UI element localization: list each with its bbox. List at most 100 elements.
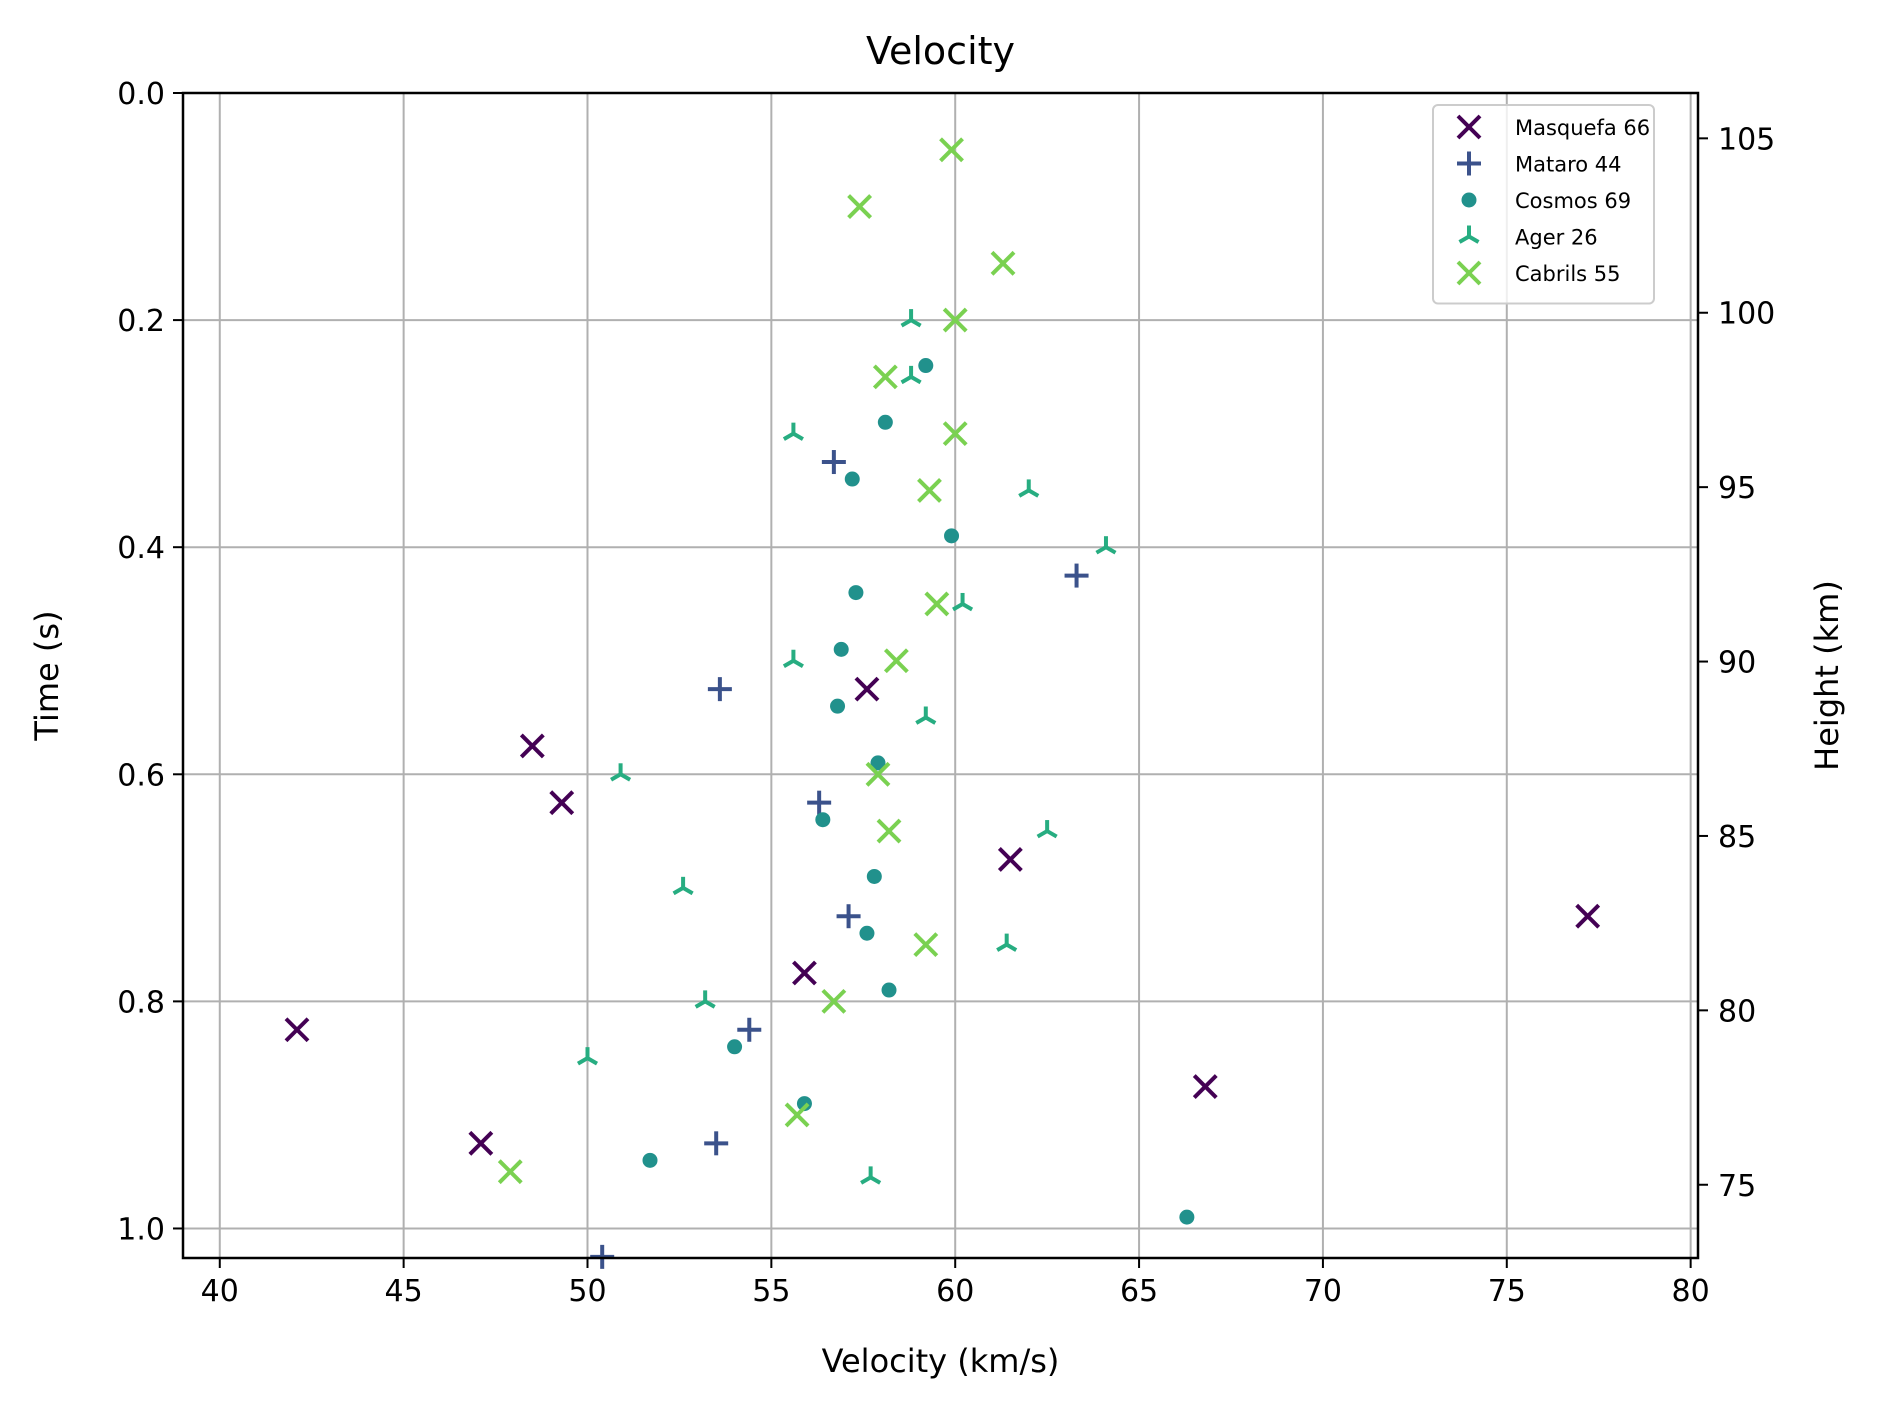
point-mataro-44 [737, 1017, 762, 1042]
point-mataro-44 [836, 904, 861, 929]
y2-tick-label: 105 [1718, 122, 1775, 157]
y-tick-label: 0.8 [117, 985, 165, 1020]
point-cabrils-55 [942, 307, 968, 333]
point-ager-26 [782, 422, 804, 441]
x-tick-label: 70 [1304, 1274, 1342, 1309]
y2-tick-label: 95 [1718, 471, 1756, 506]
point-masquefa-66 [997, 847, 1023, 872]
point-masquefa-66 [549, 790, 575, 816]
point-cabrils-55 [942, 421, 968, 447]
y2-tick-label: 100 [1718, 297, 1775, 332]
point-cosmos-69 [642, 1152, 658, 1168]
point-ager-26 [694, 990, 716, 1009]
x-tick-label: 60 [936, 1274, 974, 1309]
point-cosmos-69 [870, 755, 886, 771]
y-tick-label: 0.0 [117, 77, 165, 112]
point-cabrils-55 [865, 761, 891, 787]
point-cabrils-55 [876, 818, 902, 844]
plot-frame [181, 91, 1700, 1260]
point-ager-26 [900, 309, 922, 328]
point-masquefa-66 [1575, 903, 1601, 929]
point-cabrils-55 [917, 478, 942, 503]
point-cosmos-69 [815, 812, 831, 828]
legend: Masquefa 66 Mataro 44 Cosmos 69 Ager 26 Cabr… [1432, 104, 1655, 305]
chart-title: Velocity [866, 29, 1015, 73]
y-tick-label: 0.2 [117, 304, 165, 339]
legend-label: Cosmos 69 [1515, 189, 1631, 213]
point-mataro-44 [704, 1131, 729, 1156]
point-ager-26 [782, 649, 804, 668]
point-masquefa-66 [284, 1017, 310, 1043]
legend-marker-cosmos-69 [1461, 192, 1477, 208]
point-ager-26 [996, 933, 1018, 952]
point-cabrils-55 [939, 137, 964, 163]
y2-tick-label: 85 [1718, 820, 1756, 855]
point-ager-26 [1036, 820, 1058, 839]
point-mataro-44 [821, 450, 846, 475]
point-ager-26 [860, 1166, 882, 1185]
point-cabrils-55 [821, 988, 847, 1014]
x-tick-label: 80 [1672, 1274, 1710, 1309]
legend-label: Cabrils 55 [1515, 262, 1621, 286]
axes: 40 45 50 55 60 65 70 75 80 0.0 0.2 0.4 0.6 0.8 1.0 75 80… [117, 77, 1775, 1309]
point-ager-26 [900, 365, 922, 385]
point-cosmos-69 [830, 698, 846, 714]
point-ager-26 [952, 592, 974, 612]
point-ager-26 [672, 876, 694, 896]
y-axis-label: Time (s) [28, 610, 66, 741]
point-cosmos-69 [866, 868, 882, 884]
point-ager-26 [915, 706, 937, 725]
point-cosmos-69 [727, 1039, 743, 1055]
point-cosmos-69 [881, 982, 897, 998]
x-tick-label: 45 [385, 1274, 423, 1309]
legend-marker-ager-26 [1458, 225, 1480, 244]
point-cosmos-69 [918, 358, 934, 374]
y-tick-label: 0.6 [117, 758, 165, 793]
point-cosmos-69 [859, 925, 875, 941]
point-mataro-44 [807, 790, 832, 815]
point-cosmos-69 [844, 471, 860, 487]
point-cosmos-69 [833, 641, 849, 657]
point-cosmos-69 [944, 528, 960, 544]
legend-label: Mataro 44 [1515, 153, 1622, 177]
point-cabrils-55 [847, 194, 873, 219]
y-tick-label: 1.0 [117, 1212, 165, 1247]
y2-tick-label: 90 [1718, 646, 1756, 681]
point-cosmos-69 [796, 1096, 812, 1112]
y-tick-label: 0.4 [117, 531, 165, 566]
x-axis-label: Velocity (km/s) [822, 1342, 1060, 1380]
point-ager-26 [1095, 536, 1117, 555]
point-cabrils-55 [872, 364, 898, 390]
point-ager-26 [610, 763, 632, 782]
y2-axis-label: Height (km) [1808, 580, 1846, 771]
point-cabrils-55 [913, 932, 939, 958]
point-cosmos-69 [1179, 1209, 1195, 1225]
point-cabrils-55 [784, 1102, 810, 1128]
point-masquefa-66 [519, 733, 545, 759]
legend-marker-cabrils-55 [1456, 260, 1482, 286]
point-cosmos-69 [848, 585, 864, 601]
point-cabrils-55 [883, 648, 909, 674]
point-cabrils-55 [924, 591, 950, 617]
point-mataro-44 [1064, 563, 1089, 588]
point-cosmos-69 [877, 414, 893, 430]
legend-marker-mataro-44 [1457, 151, 1481, 176]
point-cabrils-55 [990, 250, 1016, 276]
x-tick-label: 65 [1120, 1274, 1158, 1309]
y2-tick-label: 80 [1718, 994, 1756, 1029]
x-tick-label: 40 [201, 1274, 239, 1309]
x-tick-label: 55 [752, 1274, 790, 1309]
point-masquefa-66 [854, 676, 880, 702]
point-ager-26 [1018, 479, 1040, 498]
point-mataro-44 [707, 677, 732, 702]
legend-label: Masquefa 66 [1515, 116, 1650, 140]
legend-box [1432, 104, 1655, 305]
point-masquefa-66 [792, 960, 817, 986]
y2-tick-label: 75 [1718, 1169, 1756, 1204]
data-points [284, 137, 1601, 1269]
point-masquefa-66 [1192, 1074, 1218, 1099]
point-masquefa-66 [468, 1130, 494, 1156]
point-ager-26 [576, 1047, 599, 1066]
point-cabrils-55 [497, 1159, 523, 1185]
